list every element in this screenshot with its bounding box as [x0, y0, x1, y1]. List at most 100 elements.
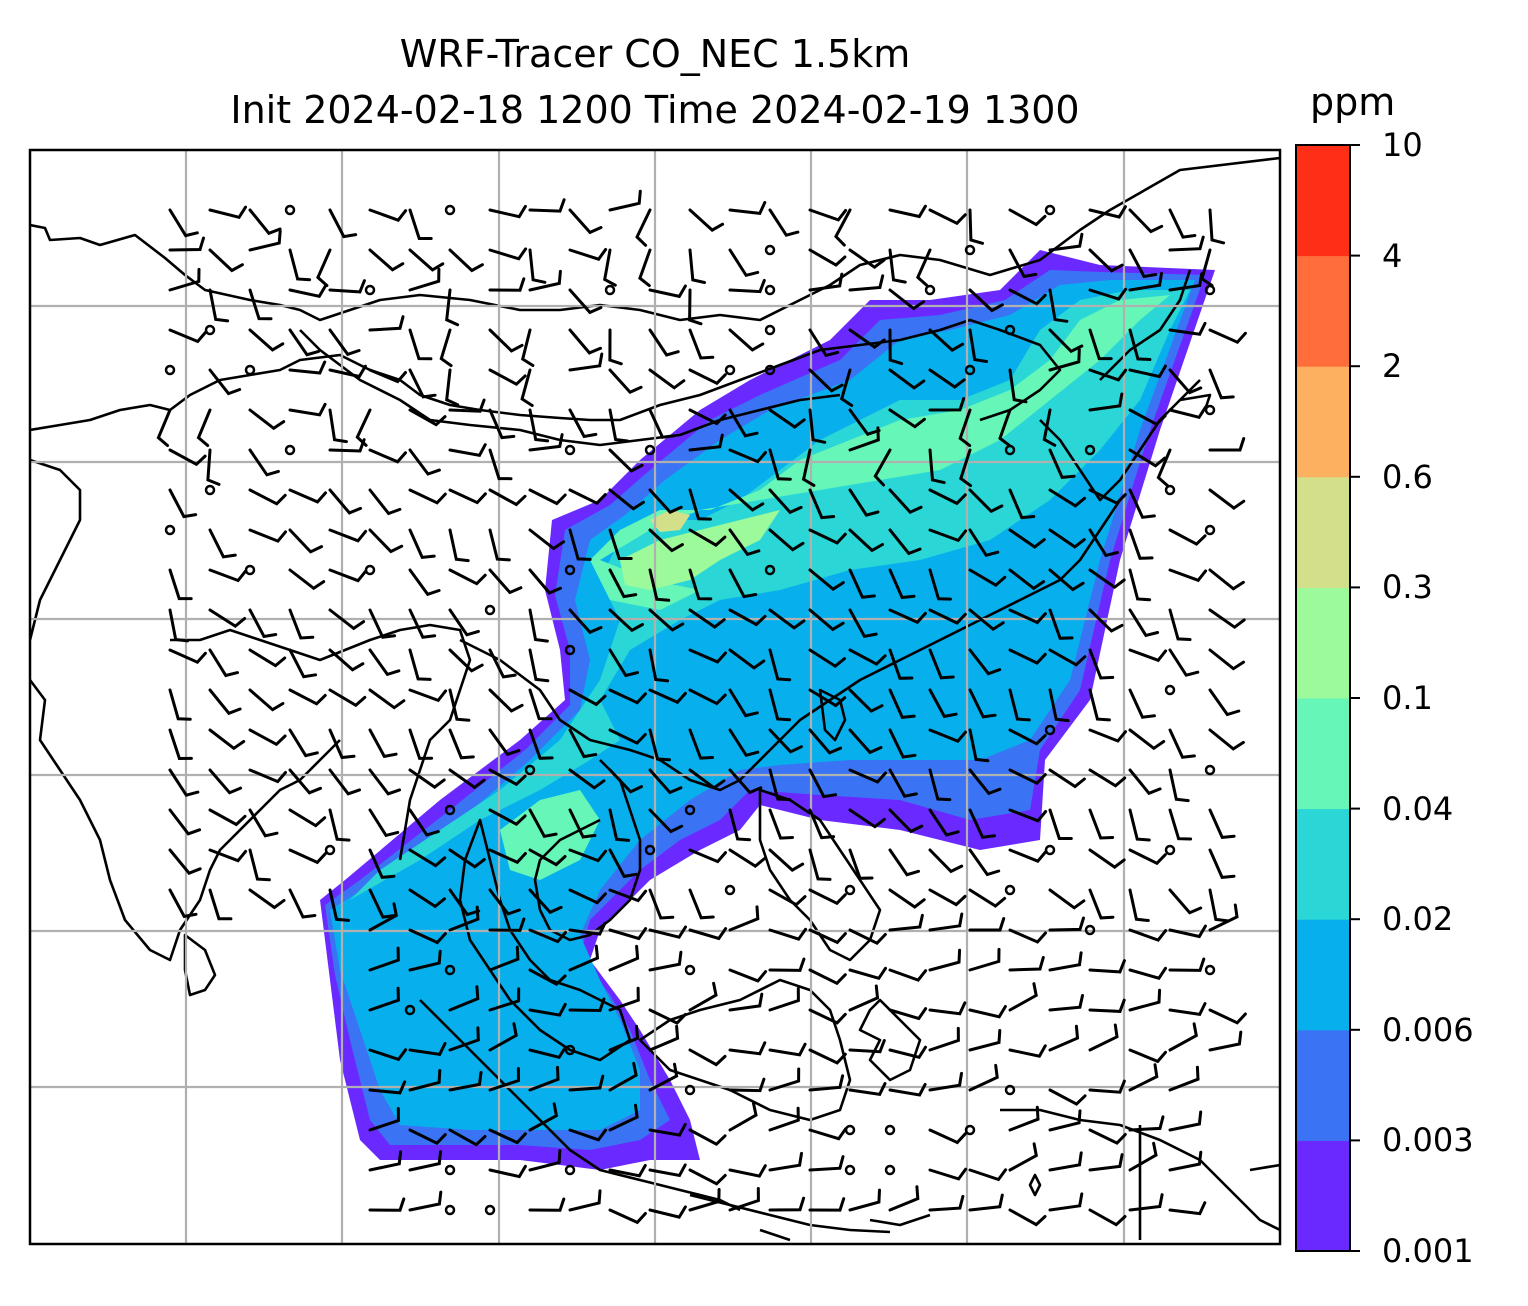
wind-barb [635, 208, 652, 247]
wind-barb [1128, 728, 1166, 751]
wind-barb [888, 408, 926, 429]
wind-barb [168, 267, 201, 292]
wind-barb [968, 947, 1001, 972]
wind-barb [608, 1163, 647, 1178]
wind-barb [688, 208, 725, 232]
wind-barb [448, 648, 484, 673]
colorbar-tick-label: 0.1 [1382, 679, 1433, 717]
wind-barb [1048, 1088, 1087, 1106]
colorbar-segment [1296, 1029, 1350, 1141]
wind-barb [408, 928, 447, 945]
wind-barb [608, 568, 638, 599]
wind-barb [448, 905, 480, 932]
wind-barb [208, 888, 233, 921]
coastline-timor [1028, 1173, 1042, 1197]
wind-barb [768, 528, 805, 552]
wind-barb [1128, 364, 1167, 379]
wind-barb [888, 488, 923, 515]
wind-barb [848, 728, 883, 755]
colorbar-segment [1296, 255, 1350, 367]
wind-barb [528, 408, 550, 443]
wind-barb [1128, 1063, 1159, 1092]
calm-wind-marker [1044, 204, 1056, 216]
wind-barb [208, 848, 248, 863]
wind-barb [1008, 982, 1038, 1012]
wind-barb [768, 888, 807, 907]
wind-barb [568, 921, 607, 936]
wind-barb [1088, 808, 1115, 840]
wind-barb [808, 568, 845, 591]
wind-barb [848, 984, 880, 1012]
wind-barb [1088, 1208, 1127, 1227]
colorbar-segment [1296, 587, 1350, 699]
map-title-line1: WRF-Tracer CO_NEC 1.5km [399, 32, 911, 76]
wind-barb [1168, 728, 1196, 759]
wind-barb [408, 528, 436, 560]
wind-barb [608, 189, 642, 212]
wind-barb [848, 648, 887, 666]
wind-barb [888, 1082, 927, 1097]
wind-barb [1168, 1201, 1207, 1216]
wind-barb [1042, 408, 1057, 447]
wind-barb [408, 267, 441, 292]
calm-wind-marker [364, 564, 376, 576]
wind-barb [408, 808, 440, 837]
wind-barb [688, 688, 727, 706]
wind-barb [808, 488, 836, 520]
wind-barb [608, 1061, 638, 1092]
wind-barb [888, 768, 918, 798]
wind-barb [368, 608, 397, 639]
wind-barb [288, 568, 326, 591]
map-frame [28, 148, 1282, 1246]
calm-wind-marker [404, 1004, 416, 1016]
wind-barb [1168, 405, 1207, 420]
calm-wind-marker [684, 1084, 696, 1096]
wind-barb [688, 927, 728, 941]
wind-barb [648, 608, 685, 632]
calm-wind-marker [564, 1044, 576, 1056]
wind-barb [1208, 568, 1245, 591]
wind-barb [528, 528, 566, 551]
map-title-line2: Init 2024-02-18 1200 Time 2024-02-19 130… [230, 88, 1080, 132]
plume-level-6 [620, 510, 780, 590]
wind-barb [368, 648, 401, 677]
wind-barb [448, 728, 475, 760]
wind-barb [168, 848, 202, 875]
wind-barb [688, 433, 724, 452]
wind-barb [328, 364, 367, 379]
wind-barb [1048, 768, 1086, 789]
wind-barb [1008, 688, 1031, 722]
wind-barb [648, 1205, 687, 1219]
wind-barb [328, 568, 368, 583]
calm-wind-marker [284, 444, 296, 456]
wind-barb [208, 688, 242, 716]
wind-barb [1088, 608, 1124, 633]
wind-barb [728, 1101, 758, 1132]
wind-barb [528, 248, 547, 284]
wind-barb [1168, 272, 1204, 292]
wind-barb [848, 966, 887, 981]
wind-barb [608, 986, 640, 1012]
wind-barb [568, 328, 602, 355]
wind-barb [608, 608, 644, 633]
wind-barb [1088, 488, 1127, 506]
wind-barb [1008, 608, 1047, 625]
wind-barb [648, 728, 671, 762]
wind-barb [208, 288, 230, 323]
calm-wind-marker [1004, 444, 1016, 456]
wind-barb [928, 608, 967, 625]
wind-barb [408, 208, 433, 240]
wind-barb [328, 279, 366, 294]
wind-barb [1168, 235, 1205, 252]
wind-barb [488, 688, 524, 713]
wind-barb [368, 488, 402, 516]
wind-barb [1168, 1065, 1200, 1092]
wind-barb [288, 402, 327, 417]
wind-barb [328, 528, 368, 543]
wind-barb [248, 808, 279, 838]
wind-barb [928, 768, 952, 802]
wind-barb [568, 944, 600, 972]
wind-barb [528, 888, 563, 915]
wind-barb [768, 768, 792, 802]
wind-barb [768, 608, 806, 630]
